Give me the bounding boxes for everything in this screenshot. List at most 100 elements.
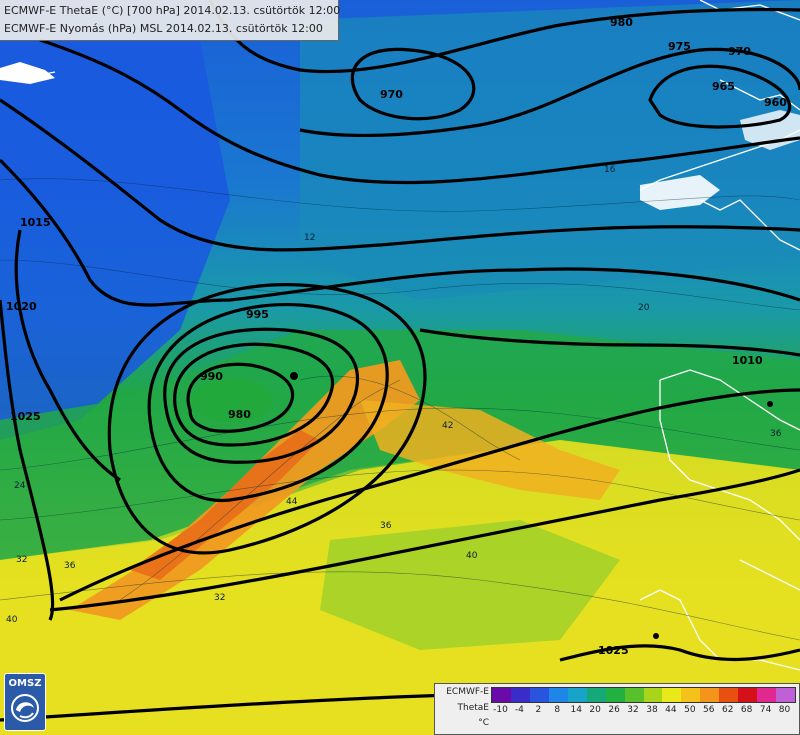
thetae-labels: 12 16 20 24 32 36 40 42 44 36 40 36 32: [6, 165, 782, 625]
legend-swatch: [548, 688, 568, 702]
legend-tick-label: 20: [589, 705, 601, 715]
thetae-label: 20: [638, 303, 650, 313]
legend-swatch: [681, 688, 701, 702]
header-title-thetae: ECMWF-E ThetaE (°C) [700 hPa] 2014.02.13…: [4, 4, 341, 17]
isobar-line: [648, 64, 792, 129]
isobar-label: 970: [728, 45, 751, 58]
legend-swatch: [757, 688, 777, 702]
warm-tongue: [360, 400, 620, 500]
legend-color-bar: [491, 687, 796, 703]
legend-tick-label: 68: [740, 705, 753, 715]
legend-unit: °C: [478, 718, 489, 728]
isobar-line: [163, 327, 360, 464]
isobar-line: [208, 0, 800, 74]
isobar-label: 1020: [6, 300, 37, 313]
isobar-label: 970: [380, 88, 403, 101]
legend-swatch: [738, 688, 758, 702]
isobar-label: 1025: [10, 410, 41, 423]
isobar-line: [107, 283, 427, 555]
isobar-label: 1015: [20, 216, 51, 229]
isobar-label: 1025: [598, 644, 629, 657]
legend-tick-label: 44: [665, 705, 677, 715]
legend-tick-label: 62: [721, 705, 734, 715]
legend-swatch: [643, 688, 663, 702]
legend-swatch: [662, 688, 682, 702]
legend-swatch: [719, 688, 739, 702]
isobar-label: 1010: [732, 354, 763, 367]
legend-tick-label: 80: [778, 705, 791, 715]
legend-tick-label: 14: [570, 705, 582, 715]
city-marker: [653, 633, 659, 639]
thetae-label: 40: [6, 615, 18, 625]
map-header: ECMWF-E ThetaE (°C) [700 hPa] 2014.02.13…: [0, 0, 341, 41]
header-title-pressure: ECMWF-E Nyomás (hPa) MSL 2014.02.13. csü…: [4, 22, 323, 35]
thetae-label: 40: [466, 551, 478, 561]
legend-tick-label: 32: [627, 705, 639, 715]
isobar-label: 995: [246, 308, 269, 321]
legend-tick-label: -10: [493, 705, 508, 715]
thetae-label: 24: [14, 481, 26, 491]
isobar-line: [559, 644, 800, 662]
legend-tick-labels: -10 -4 2 8 14 20 26 32 38 44 50 56 62 68 74 80: [491, 705, 794, 719]
isobar-line: [299, 47, 800, 138]
hot-core: [130, 430, 320, 580]
isobar-line: [0, 299, 55, 621]
legend-swatch: [624, 688, 644, 702]
legend-swatch: [510, 688, 530, 702]
isobar-label: 980: [610, 16, 633, 29]
thetae-label: 32: [16, 555, 27, 565]
legend-swatch: [605, 688, 625, 702]
legend-tick-label: 38: [646, 705, 658, 715]
legend-swatch: [776, 688, 795, 702]
isobar-line: [0, 98, 800, 252]
isobar-label: 965: [712, 80, 735, 93]
legend-swatch: [700, 688, 720, 702]
isobar-label: 990: [200, 370, 223, 383]
color-legend: ECMWF-E ThetaE °C -10 -4 2 8 14 20 26 32 38 44 50 5…: [434, 683, 800, 735]
isobar-line: [39, 38, 800, 185]
thetae-label: 32: [214, 593, 225, 603]
omsz-swirl-icon: [11, 694, 39, 722]
legend-tick-label: 26: [608, 705, 620, 715]
thetae-label: 16: [604, 165, 616, 175]
isobar-labels: 980 975 970 965 960 970 1015 1020 1025 9…: [6, 16, 787, 657]
omsz-logo: OMSZ: [4, 673, 46, 731]
isobar-line: [173, 342, 335, 447]
isobar-line: [0, 158, 800, 307]
thetae-label: 36: [770, 429, 782, 439]
legend-tick-label: 50: [684, 705, 696, 715]
omsz-logo-text: OMSZ: [8, 678, 42, 689]
thetae-contours: [0, 178, 800, 641]
city-marker: [767, 401, 773, 407]
thetae-label: 42: [442, 421, 453, 431]
legend-field: ThetaE: [457, 703, 489, 713]
thetae-label: 12: [304, 233, 315, 243]
legend-tick-label: 74: [759, 705, 772, 715]
legend-swatch: [492, 688, 511, 702]
legend-swatch: [586, 688, 606, 702]
isobar-line: [350, 47, 476, 121]
legend-tick-label: 56: [703, 705, 715, 715]
isobar-line: [419, 328, 800, 357]
legend-swatch: [567, 688, 587, 702]
isobar-label: 975: [668, 40, 691, 53]
isobar-line: [14, 229, 121, 482]
isobar-label: 960: [764, 96, 787, 109]
cyclone-core: [192, 378, 272, 422]
isobar-line: [59, 388, 800, 602]
thetae-label: 44: [286, 497, 298, 507]
legend-tick-label: -4: [514, 705, 524, 715]
thetae-label: 36: [64, 561, 76, 571]
isobar-line: [147, 302, 389, 503]
legend-tick-label: 8: [554, 705, 561, 715]
thetae-label: 36: [380, 521, 392, 531]
legend-swatch: [529, 688, 549, 702]
isobar-line: [49, 468, 800, 612]
low-center-marker: [290, 372, 298, 380]
isobar-line: [186, 362, 295, 433]
legend-model: ECMWF-E: [446, 687, 489, 697]
legend-tick-label: 2: [535, 705, 542, 715]
